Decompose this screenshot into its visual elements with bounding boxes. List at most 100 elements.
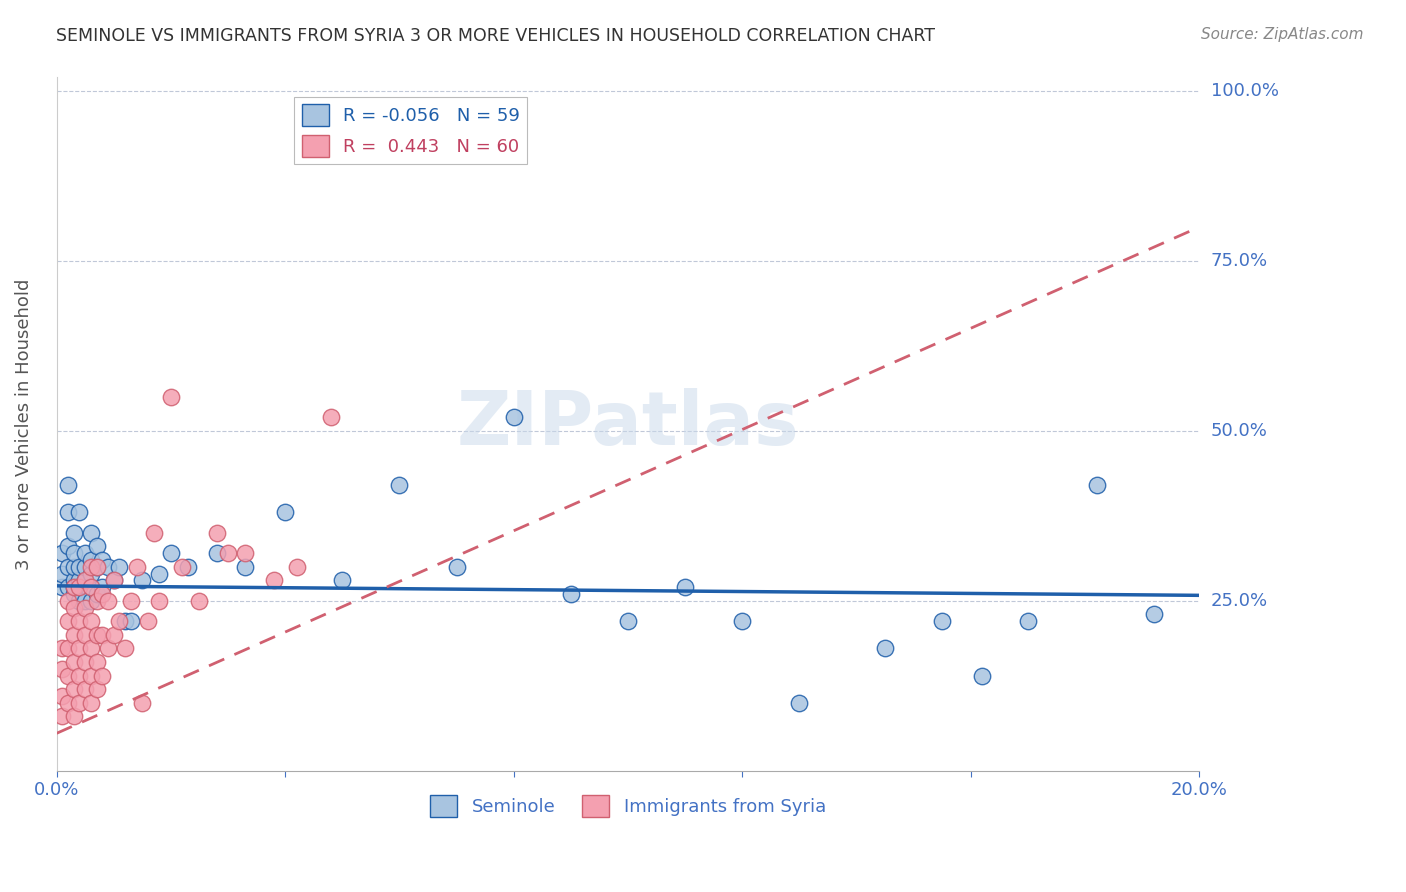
Point (62, 525, 84, 540)
Point (160, 546, 183, 560)
Point (62, 559, 84, 574)
Point (97, 594, 120, 608)
Point (91, 628, 114, 642)
Point (86, 628, 108, 642)
Point (69, 594, 91, 608)
Point (69, 505, 91, 519)
Point (80, 641, 103, 656)
Point (274, 505, 297, 519)
Point (108, 559, 131, 574)
Point (931, 614, 953, 628)
Point (125, 559, 148, 574)
Point (62, 628, 84, 642)
Text: ZIPatlas: ZIPatlas (457, 387, 800, 460)
Y-axis label: 3 or more Vehicles in Household: 3 or more Vehicles in Household (15, 278, 32, 570)
Point (80, 553, 103, 567)
Point (91, 553, 114, 567)
Text: 25.0%: 25.0% (1211, 591, 1268, 610)
Point (56, 614, 79, 628)
Point (51, 709, 73, 723)
Point (330, 574, 353, 588)
Point (177, 559, 200, 574)
Point (217, 546, 239, 560)
Point (69, 559, 91, 574)
Point (51, 546, 73, 560)
Point (80, 594, 103, 608)
Point (103, 574, 125, 588)
Point (62, 682, 84, 697)
Point (86, 682, 108, 697)
Point (69, 614, 91, 628)
Point (62, 709, 84, 723)
Point (91, 587, 114, 601)
Point (69, 641, 91, 656)
Point (80, 614, 103, 628)
Point (731, 614, 754, 628)
Point (56, 559, 79, 574)
Point (80, 668, 103, 682)
Point (51, 689, 73, 703)
Point (86, 587, 108, 601)
Point (91, 668, 114, 682)
Point (56, 594, 79, 608)
Point (80, 580, 103, 594)
Point (446, 559, 468, 574)
Point (80, 580, 103, 594)
Point (789, 696, 811, 710)
Point (56, 668, 79, 682)
Point (56, 540, 79, 554)
Point (80, 696, 103, 710)
Point (56, 696, 79, 710)
Point (972, 668, 994, 682)
Point (62, 587, 84, 601)
Point (205, 546, 228, 560)
Point (56, 478, 79, 492)
Point (62, 546, 84, 560)
Point (673, 580, 696, 594)
Point (560, 587, 582, 601)
Point (617, 614, 640, 628)
Point (388, 478, 411, 492)
Point (108, 614, 131, 628)
Point (97, 559, 120, 574)
Point (148, 594, 170, 608)
Point (75, 574, 97, 588)
Point (75, 594, 97, 608)
Point (1085, 478, 1108, 492)
Point (51, 662, 73, 676)
Point (319, 410, 342, 425)
Point (62, 574, 84, 588)
Text: 100.0%: 100.0% (1211, 82, 1278, 100)
Point (75, 682, 97, 697)
Point (86, 559, 108, 574)
Point (69, 574, 91, 588)
Point (62, 580, 84, 594)
Point (62, 655, 84, 669)
Point (75, 628, 97, 642)
Point (114, 641, 136, 656)
Point (75, 546, 97, 560)
Point (1017, 614, 1039, 628)
Legend: Seminole, Immigrants from Syria: Seminole, Immigrants from Syria (423, 788, 834, 824)
Point (131, 696, 153, 710)
Point (131, 574, 153, 588)
Point (120, 594, 142, 608)
Point (285, 559, 308, 574)
Point (56, 580, 79, 594)
Point (62, 580, 84, 594)
Point (233, 546, 256, 560)
Point (136, 614, 159, 628)
Point (103, 574, 125, 588)
Point (75, 574, 97, 588)
Point (51, 580, 73, 594)
Point (80, 566, 103, 581)
Point (69, 668, 91, 682)
Point (233, 559, 256, 574)
Point (160, 390, 183, 404)
Point (75, 655, 97, 669)
Point (75, 559, 97, 574)
Text: SEMINOLE VS IMMIGRANTS FROM SYRIA 3 OR MORE VEHICLES IN HOUSEHOLD CORRELATION CH: SEMINOLE VS IMMIGRANTS FROM SYRIA 3 OR M… (56, 27, 935, 45)
Point (51, 566, 73, 581)
Point (188, 594, 211, 608)
Point (263, 574, 285, 588)
